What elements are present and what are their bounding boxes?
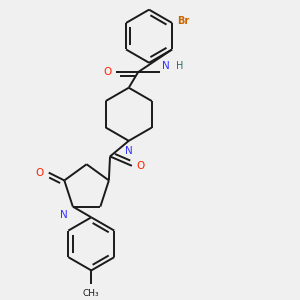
Text: O: O (136, 161, 145, 171)
Text: N: N (125, 146, 133, 155)
Text: N: N (162, 61, 169, 70)
Text: H: H (176, 61, 183, 70)
Text: O: O (103, 67, 112, 77)
Text: O: O (36, 168, 44, 178)
Text: Br: Br (177, 16, 189, 26)
Text: N: N (60, 210, 68, 220)
Text: CH₃: CH₃ (83, 289, 100, 298)
